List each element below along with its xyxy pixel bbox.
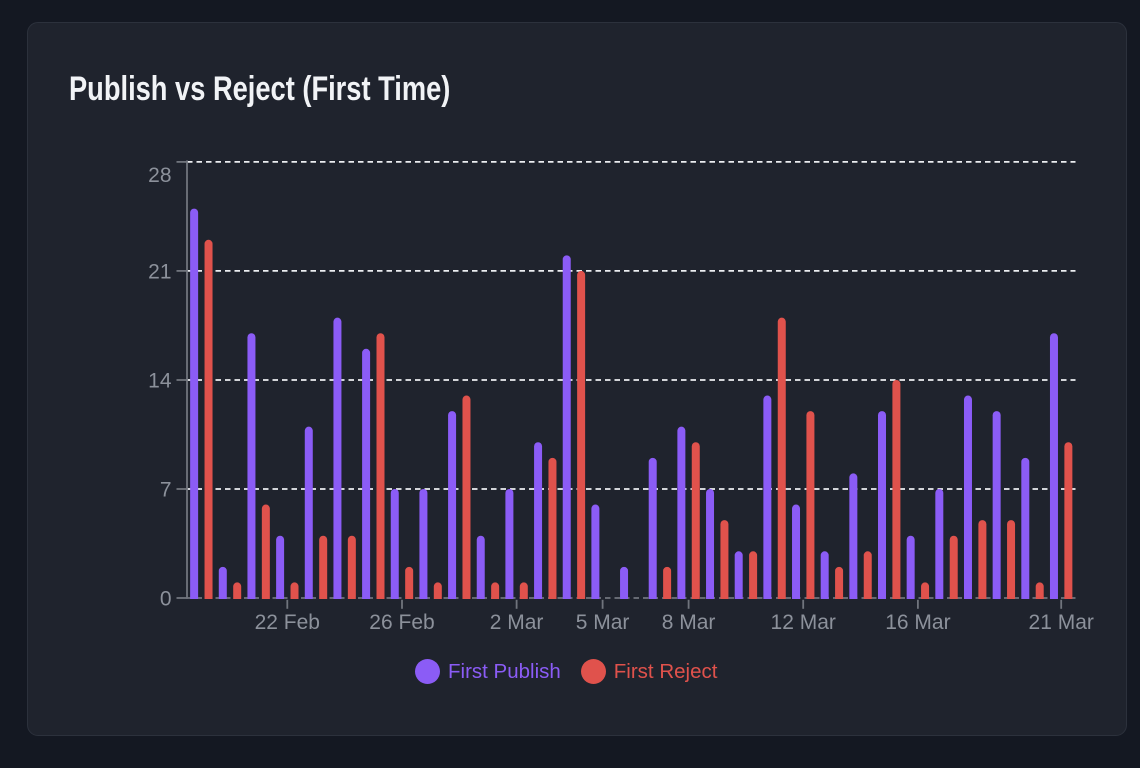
svg-text:21: 21 xyxy=(148,260,171,283)
svg-text:8 Mar: 8 Mar xyxy=(662,611,716,634)
svg-text:5 Mar: 5 Mar xyxy=(576,611,630,634)
svg-text:16 Mar: 16 Mar xyxy=(885,611,950,634)
svg-text:26 Feb: 26 Feb xyxy=(369,611,434,634)
svg-text:14: 14 xyxy=(148,370,172,393)
svg-text:22 Feb: 22 Feb xyxy=(255,611,320,634)
svg-text:21 Mar: 21 Mar xyxy=(1029,611,1094,634)
svg-text:0: 0 xyxy=(160,588,172,611)
svg-text:2 Mar: 2 Mar xyxy=(490,611,544,634)
svg-text:12 Mar: 12 Mar xyxy=(771,611,836,634)
svg-text:7: 7 xyxy=(160,479,172,502)
svg-text:28: 28 xyxy=(148,164,171,187)
